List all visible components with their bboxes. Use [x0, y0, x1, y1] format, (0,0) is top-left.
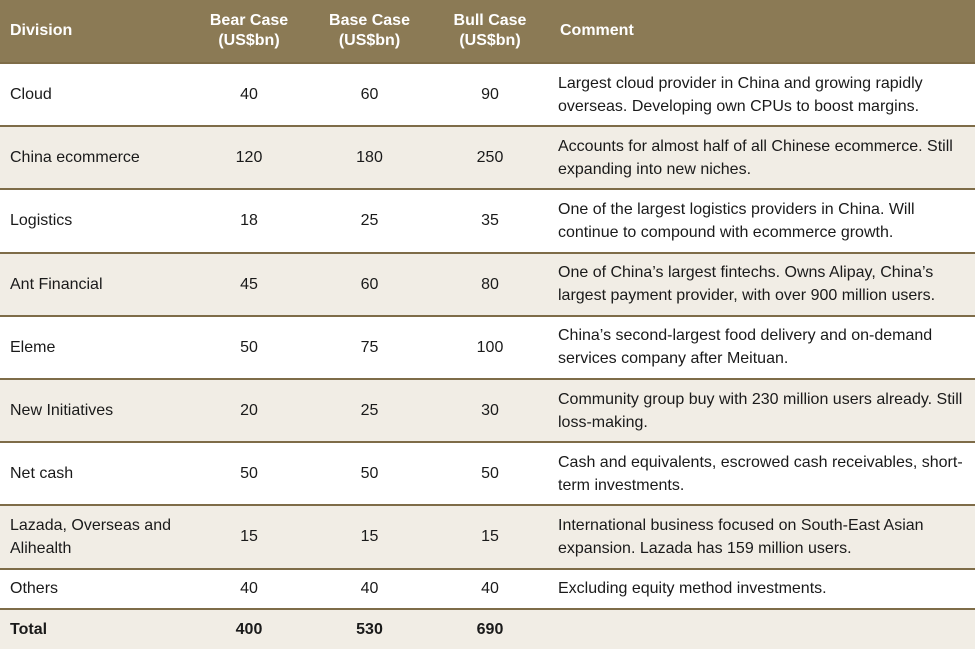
cell-comment: Largest cloud provider in China and grow…	[558, 74, 923, 115]
table-row: Others 40 40 40 Excluding equity method …	[0, 568, 975, 609]
cell-base: 60	[360, 86, 379, 104]
cell-comment: Community group buy with 230 million use…	[558, 390, 963, 431]
header-base-case: Base Case (US$bn)	[309, 0, 430, 63]
cell-comment: China’s second-largest food delivery and…	[558, 327, 933, 368]
cell-bear: 120	[235, 149, 263, 167]
cell-bear: 50	[240, 465, 258, 483]
cell-comment: Accounts for almost half of all Chinese …	[558, 137, 953, 178]
table-row: China ecommerce 120 180 250 Accounts for…	[0, 126, 975, 190]
cell-bull: 15	[481, 528, 499, 546]
cell-bull: 35	[481, 212, 499, 230]
cell-base: 75	[360, 338, 379, 356]
cell-division: New Initiatives	[10, 402, 114, 420]
cell-base: 180	[356, 149, 383, 167]
header-bull-line1: Bull Case	[453, 12, 527, 29]
table-row: Lazada, Overseas and Alihealth 15 15 15 …	[0, 505, 975, 569]
cell-bull: 80	[481, 275, 499, 293]
header-bear-line1: Bear Case	[209, 12, 289, 29]
cell-bull: 90	[481, 86, 499, 104]
cell-bear: 15	[240, 528, 258, 546]
cell-bear: 18	[240, 212, 258, 230]
cell-bull: 50	[481, 465, 499, 483]
total-comment	[550, 609, 975, 649]
cell-comment: One of the largest logistics providers i…	[558, 200, 915, 241]
cell-division: China ecommerce	[10, 149, 140, 167]
header-base-line2: (US$bn)	[338, 32, 401, 49]
cell-bear: 20	[240, 402, 258, 420]
header-division: Division	[10, 22, 73, 39]
cell-bull: 100	[476, 338, 504, 356]
cell-base: 25	[360, 212, 379, 230]
table-row: Cloud 40 60 90 Largest cloud provider in…	[0, 63, 975, 127]
total-bull: 690	[476, 620, 504, 638]
header-bull-case: Bull Case (US$bn)	[430, 0, 550, 63]
header-comment: Comment	[560, 22, 634, 39]
cell-comment: International business focused on South-…	[558, 516, 924, 557]
cell-division: Cloud	[10, 86, 52, 104]
total-row: Total 400 530 690	[0, 608, 975, 649]
cell-bear: 40	[240, 580, 258, 597]
cell-division: Others	[10, 580, 59, 597]
cell-base: 40	[360, 580, 379, 597]
header-row: Division Bear Case (US$bn) Base Case (US…	[0, 0, 975, 63]
total-bear: 400	[235, 620, 263, 638]
cell-base: 60	[360, 275, 379, 293]
cell-division: Logistics	[10, 212, 73, 230]
cell-comment: Cash and equivalents, escrowed cash rece…	[558, 453, 963, 494]
cell-bear: 50	[240, 338, 258, 356]
cell-division: Net cash	[10, 465, 74, 483]
cell-bull: 250	[476, 149, 504, 167]
table-row: Ant Financial 45 60 80 One of China’s la…	[0, 252, 975, 316]
cell-bull: 30	[481, 402, 499, 420]
total-label: Total	[10, 620, 48, 638]
header-bear-line2: (US$bn)	[218, 32, 280, 49]
header-base-line1: Base Case	[329, 12, 410, 29]
cell-comment: Excluding equity method investments.	[558, 580, 827, 597]
cell-bull: 40	[481, 580, 499, 597]
cell-bear: 40	[240, 86, 258, 104]
cell-division: Lazada, Overseas and Alihealth	[10, 516, 171, 557]
table-row: Net cash 50 50 50 Cash and equivalents, …	[0, 442, 975, 506]
cell-division: Ant Financial	[10, 275, 103, 293]
cell-comment: One of China’s largest fintechs. Owns Al…	[558, 264, 936, 305]
header-bull-line2: (US$bn)	[459, 32, 521, 49]
total-base: 530	[356, 620, 383, 638]
cell-base: 25	[360, 402, 379, 420]
cell-division: Eleme	[10, 338, 56, 356]
table-row: Eleme 50 75 100 China’s second-largest f…	[0, 315, 975, 379]
cell-base: 15	[360, 528, 379, 546]
header-bear-case: Bear Case (US$bn)	[189, 0, 309, 63]
cell-base: 50	[360, 465, 379, 483]
table-row: New Initiatives 20 25 30 Community group…	[0, 378, 975, 443]
cell-bear: 45	[240, 275, 258, 293]
table-row: Logistics 18 25 35 One of the largest lo…	[0, 189, 975, 253]
